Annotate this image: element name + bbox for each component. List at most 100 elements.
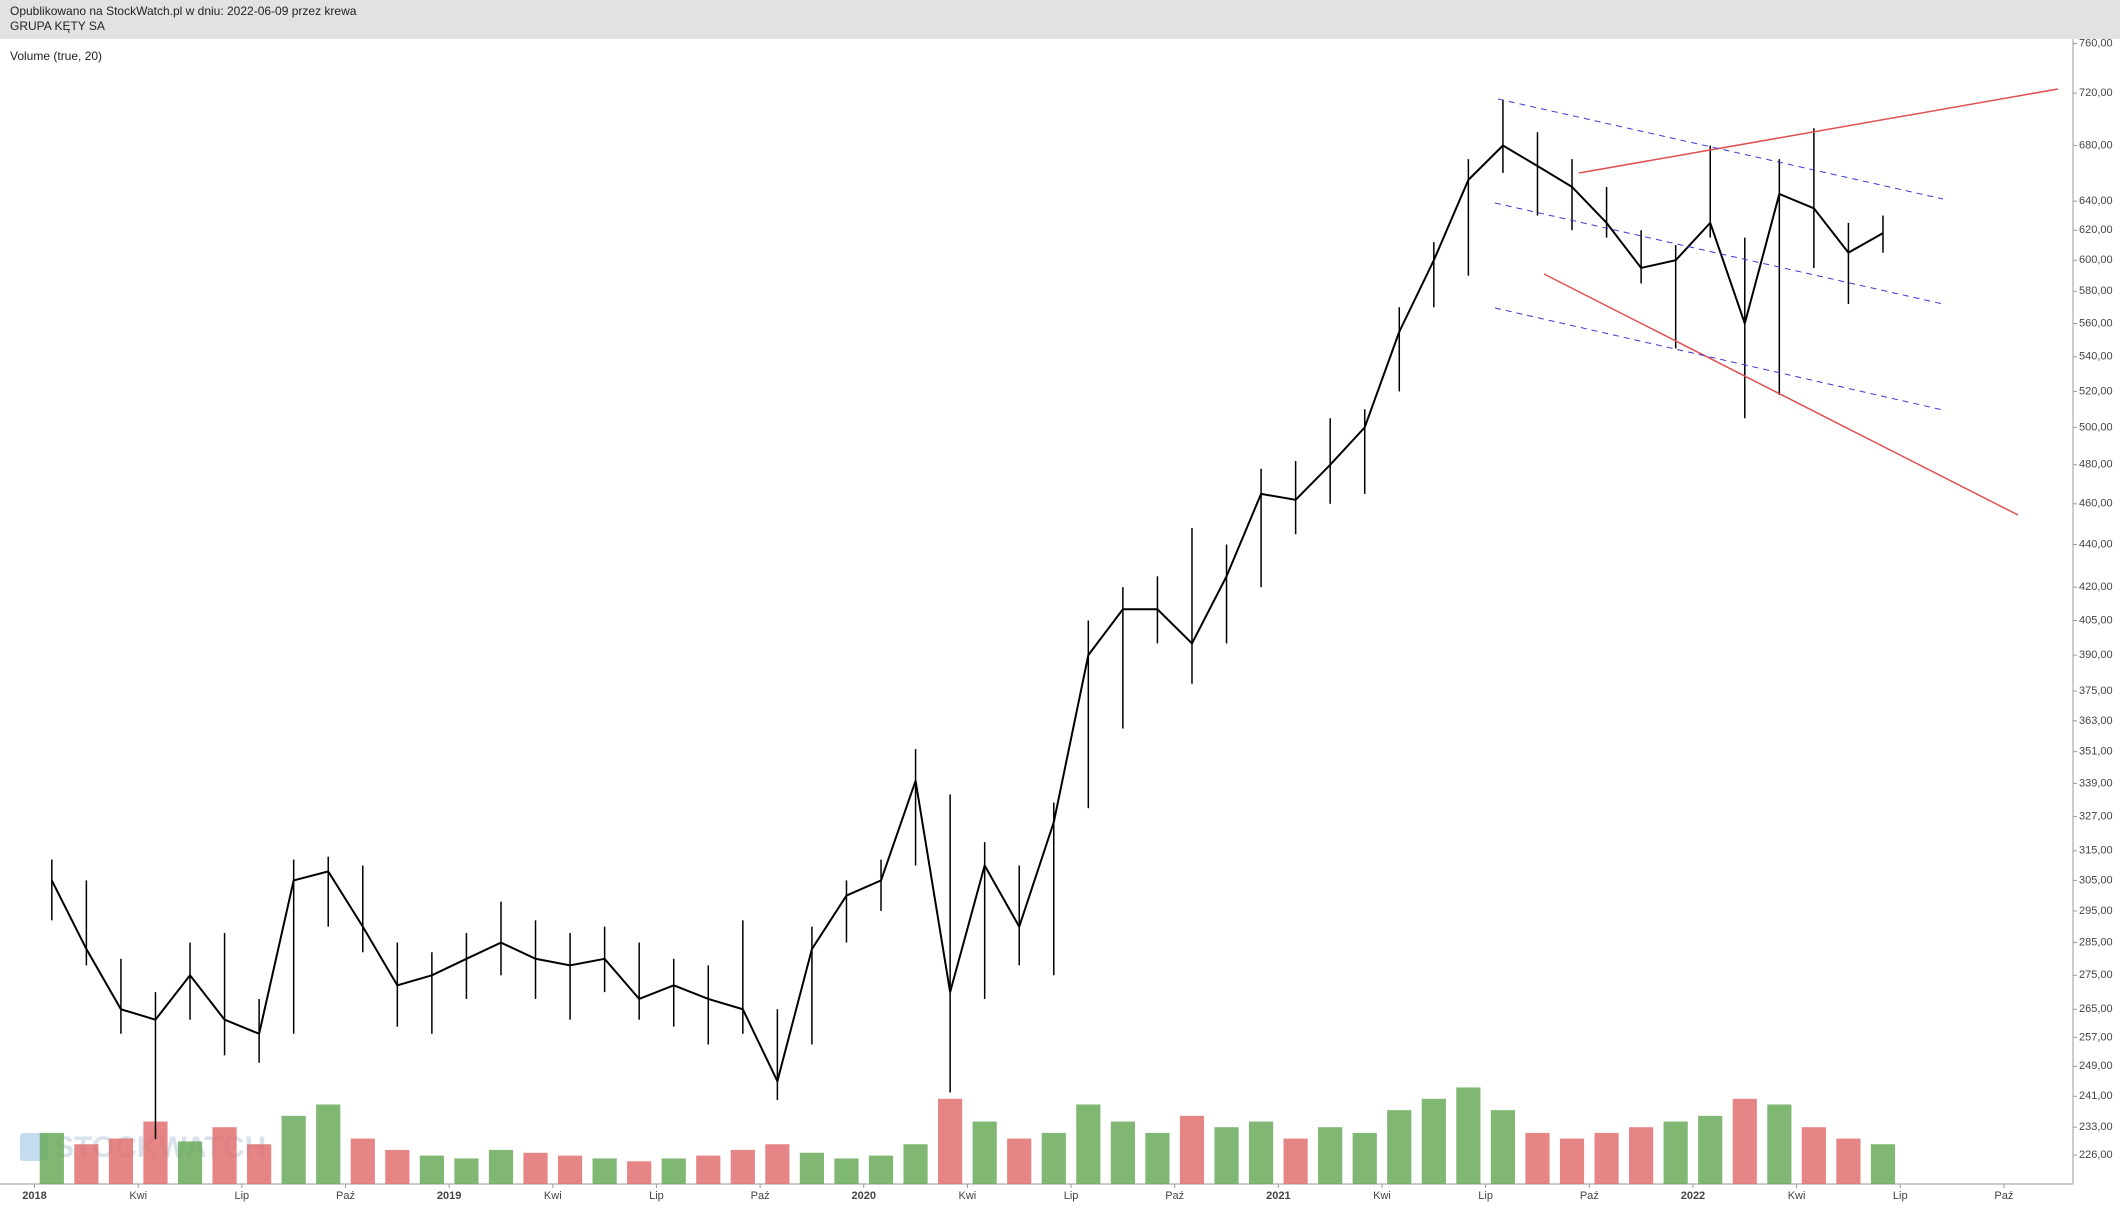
volume-bar — [385, 1149, 410, 1184]
volume-bar — [1594, 1132, 1619, 1184]
y-tick-label: 440,00 — [2079, 538, 2113, 550]
y-tick-label: 305,00 — [2079, 874, 2113, 886]
y-tick-label: 460,00 — [2079, 498, 2113, 510]
y-tick-label: 285,00 — [2079, 936, 2113, 948]
y-tick-label: 327,00 — [2079, 810, 2113, 822]
volume-bar — [247, 1144, 272, 1184]
y-tick-label: 241,00 — [2079, 1090, 2113, 1102]
y-tick-label: 390,00 — [2079, 649, 2113, 661]
y-tick-label: 560,00 — [2079, 317, 2113, 329]
y-tick-label: 226,00 — [2079, 1149, 2113, 1161]
volume-bar — [281, 1115, 306, 1184]
volume-bar — [868, 1155, 894, 1184]
y-tick-label: 265,00 — [2079, 1003, 2113, 1015]
y-tick-label: 315,00 — [2079, 845, 2113, 857]
volume-bar — [1214, 1127, 1239, 1184]
volume-bar — [661, 1158, 686, 1184]
volume-bar — [834, 1158, 859, 1184]
volume-bar — [592, 1158, 617, 1184]
volume-bar — [972, 1121, 997, 1184]
volume-bar — [523, 1152, 548, 1184]
channel-line — [1494, 202, 1944, 305]
x-tick-label: Lip — [1478, 1190, 1493, 1202]
y-tick-label: 640,00 — [2079, 195, 2113, 207]
volume-bar — [1421, 1098, 1446, 1184]
x-tick-label: 2018 — [22, 1190, 46, 1202]
y-tick-label: 680,00 — [2079, 139, 2113, 151]
volume-bar — [1456, 1087, 1481, 1184]
x-tick-label: Paź — [1580, 1190, 1599, 1202]
x-tick-label: Lip — [1064, 1190, 1079, 1202]
volume-bar — [1007, 1138, 1032, 1184]
volume-bar — [1732, 1098, 1757, 1184]
volume-bar — [419, 1155, 444, 1184]
y-tick-label: 540,00 — [2079, 351, 2113, 363]
volume-bar — [1041, 1132, 1066, 1184]
resistance-line — [1578, 88, 2059, 174]
x-tick-label: Lip — [649, 1190, 664, 1202]
volume-bar — [1352, 1132, 1377, 1184]
trend-lines — [1494, 88, 2059, 516]
volume-bar — [1110, 1121, 1135, 1184]
y-tick-label: 580,00 — [2079, 285, 2113, 297]
volume-bar — [557, 1155, 583, 1184]
volume-bar — [799, 1152, 825, 1184]
volume-bar — [1076, 1104, 1101, 1184]
volume-bar — [177, 1141, 203, 1184]
volume-bar — [1145, 1132, 1170, 1184]
volume-bar — [1318, 1127, 1343, 1184]
x-tick-label: 2020 — [852, 1190, 876, 1202]
x-tick-label: Lip — [1893, 1190, 1908, 1202]
x-tick-label: 2019 — [437, 1190, 461, 1202]
y-tick-label: 363,00 — [2079, 715, 2113, 727]
channel-line — [1494, 307, 1944, 411]
volume-bar — [1629, 1127, 1654, 1184]
published-note: Opublikowano na StockWatch.pl w dniu: 20… — [10, 4, 357, 18]
y-tick-label: 275,00 — [2079, 969, 2113, 981]
volume-bar — [316, 1104, 341, 1184]
header-bar — [0, 0, 2120, 39]
indicator-label: Volume (true, 20) — [10, 49, 102, 63]
x-tick-label: Paź — [1165, 1190, 1184, 1202]
x-tick-label: Kwi — [959, 1190, 977, 1202]
y-tick-label: 520,00 — [2079, 385, 2113, 397]
volume-bar — [488, 1149, 514, 1184]
y-tick-label: 233,00 — [2079, 1121, 2113, 1133]
y-tick-label: 295,00 — [2079, 905, 2113, 917]
volume-bar — [765, 1144, 790, 1184]
volume-bar — [1801, 1127, 1826, 1184]
y-tick-label: 720,00 — [2079, 87, 2113, 99]
channel-line — [1497, 98, 1944, 200]
x-tick-label: 2021 — [1266, 1190, 1290, 1202]
y-tick-label: 375,00 — [2079, 685, 2113, 697]
y-tick-label: 480,00 — [2079, 459, 2113, 471]
volume-bar — [350, 1138, 375, 1184]
volume-bar — [1870, 1144, 1896, 1184]
volume-bar — [1283, 1138, 1308, 1184]
plot: 760,00 720,00 680,00 640,00 620,00 600,00 580,… — [22, 38, 2112, 1202]
volume-bar — [74, 1144, 99, 1184]
y-tick-label: 257,00 — [2079, 1031, 2113, 1043]
price-line — [50, 144, 1884, 1085]
y-tick-label: 500,00 — [2079, 421, 2113, 433]
y-tick-label: 339,00 — [2079, 777, 2113, 789]
volume-bar — [903, 1144, 928, 1184]
volume-bar — [627, 1161, 652, 1184]
y-tick-label: 420,00 — [2079, 581, 2113, 593]
x-tick-label: Kwi — [1788, 1190, 1806, 1202]
x-tick-label: Kwi — [1373, 1190, 1391, 1202]
volume-bar — [39, 1132, 64, 1184]
volume-bar — [938, 1098, 963, 1184]
x-tick-label: Kwi — [544, 1190, 562, 1202]
x-tick-label: 2022 — [1681, 1190, 1705, 1202]
chart-title: GRUPA KĘTY SA — [10, 19, 105, 33]
y-tick-label: 249,00 — [2079, 1060, 2113, 1072]
y-tick-label: 760,00 — [2079, 38, 2113, 50]
volume-bar — [1490, 1110, 1516, 1184]
y-tick-label: 351,00 — [2079, 746, 2113, 758]
y-tick-label: 600,00 — [2079, 254, 2113, 266]
volume-bar — [1836, 1138, 1861, 1184]
volume-bar — [1248, 1121, 1274, 1184]
